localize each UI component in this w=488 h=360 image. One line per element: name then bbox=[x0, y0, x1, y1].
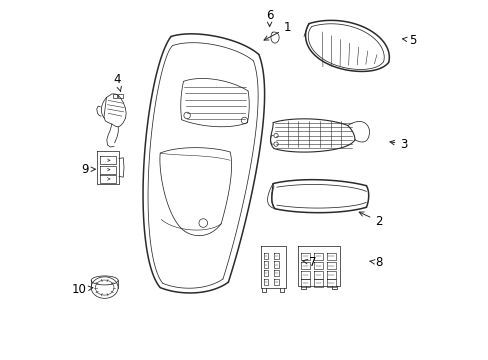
Text: 10: 10 bbox=[72, 283, 93, 296]
Text: 9: 9 bbox=[81, 163, 95, 176]
Text: 3: 3 bbox=[389, 138, 407, 150]
Text: 4: 4 bbox=[113, 73, 121, 92]
Text: 5: 5 bbox=[402, 33, 416, 47]
Bar bbox=[118, 94, 122, 98]
Bar bbox=[112, 94, 117, 98]
Text: 1: 1 bbox=[264, 21, 291, 40]
Text: 2: 2 bbox=[359, 212, 382, 228]
Text: 6: 6 bbox=[265, 9, 273, 27]
Text: 7: 7 bbox=[302, 256, 316, 269]
Text: 8: 8 bbox=[369, 256, 382, 269]
